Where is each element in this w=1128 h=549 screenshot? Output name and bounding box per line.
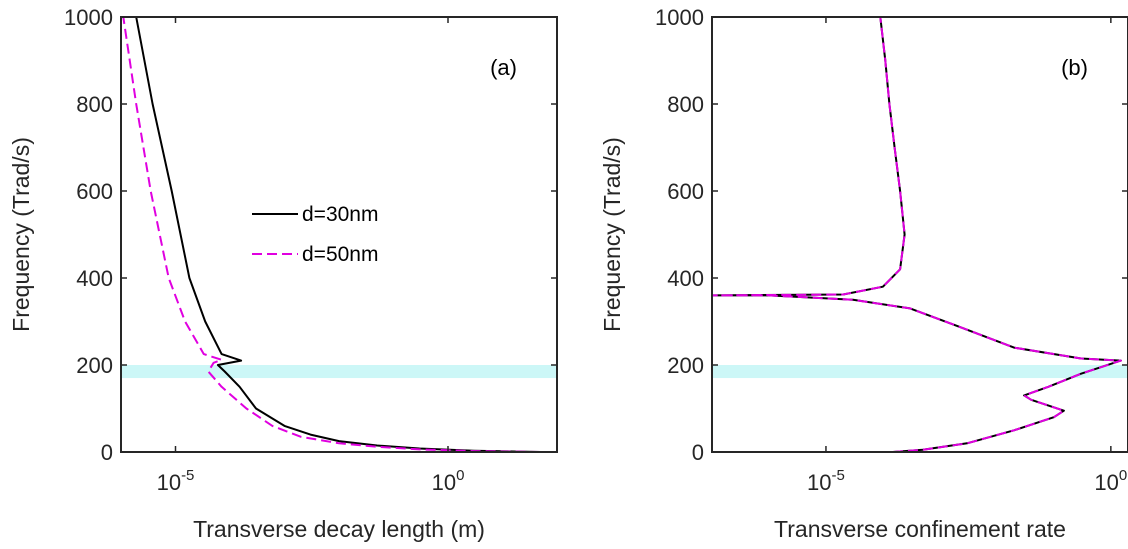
y-tick-label: 800	[76, 92, 113, 117]
y-tick-label: 1000	[655, 5, 704, 30]
y-tick-label: 600	[667, 179, 704, 204]
y-tick-label: 1000	[64, 5, 113, 30]
y-axis-label: Frequency (Trad/s)	[599, 137, 625, 332]
series-line-d-50nm	[712, 17, 1122, 452]
panel-label: (a)	[490, 55, 517, 80]
x-axis-label: Transverse confinement rate	[774, 516, 1066, 542]
legend-entry: d=50nm	[302, 243, 378, 266]
x-tick-label: 100	[432, 467, 465, 495]
x-tick-label: 10-5	[157, 467, 195, 495]
y-tick-label: 400	[76, 266, 113, 291]
y-axis-label: Frequency (Trad/s)	[8, 137, 34, 332]
x-tick-label: 10-5	[807, 467, 845, 495]
axes-frame	[120, 16, 558, 453]
y-tick-label: 200	[76, 353, 113, 378]
y-tick-label: 400	[667, 266, 704, 291]
panel-label: (b)	[1061, 55, 1088, 80]
legend: d=30nm d=50nm	[252, 203, 378, 266]
legend-entry: d=30nm	[302, 203, 378, 226]
y-tick-label: 0	[692, 440, 704, 465]
highlight-band	[121, 365, 557, 379]
y-tick-label: 600	[76, 179, 113, 204]
series-line-d-30nm	[135, 17, 541, 452]
series-line-d-30nm	[712, 17, 1122, 452]
axes-frame	[711, 16, 1128, 453]
y-tick-label: 800	[667, 92, 704, 117]
y-tick-label: 0	[101, 440, 113, 465]
y-tick-label: 200	[667, 353, 704, 378]
x-tick-label: 100	[1094, 467, 1127, 495]
panel-a: 0 200 400 600 800 1000 10-5 100 Transverse decay…	[8, 5, 558, 542]
series-line-d-50nm	[122, 17, 541, 452]
highlight-band	[712, 365, 1128, 379]
panel-b: 0 200 400 600 800 1000 10-5 100 Transverse confi…	[599, 5, 1128, 542]
x-axis-label: Transverse decay length (m)	[193, 516, 485, 542]
